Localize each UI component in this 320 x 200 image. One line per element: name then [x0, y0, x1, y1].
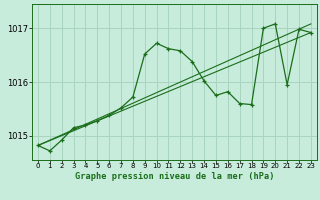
- X-axis label: Graphe pression niveau de la mer (hPa): Graphe pression niveau de la mer (hPa): [75, 172, 274, 181]
